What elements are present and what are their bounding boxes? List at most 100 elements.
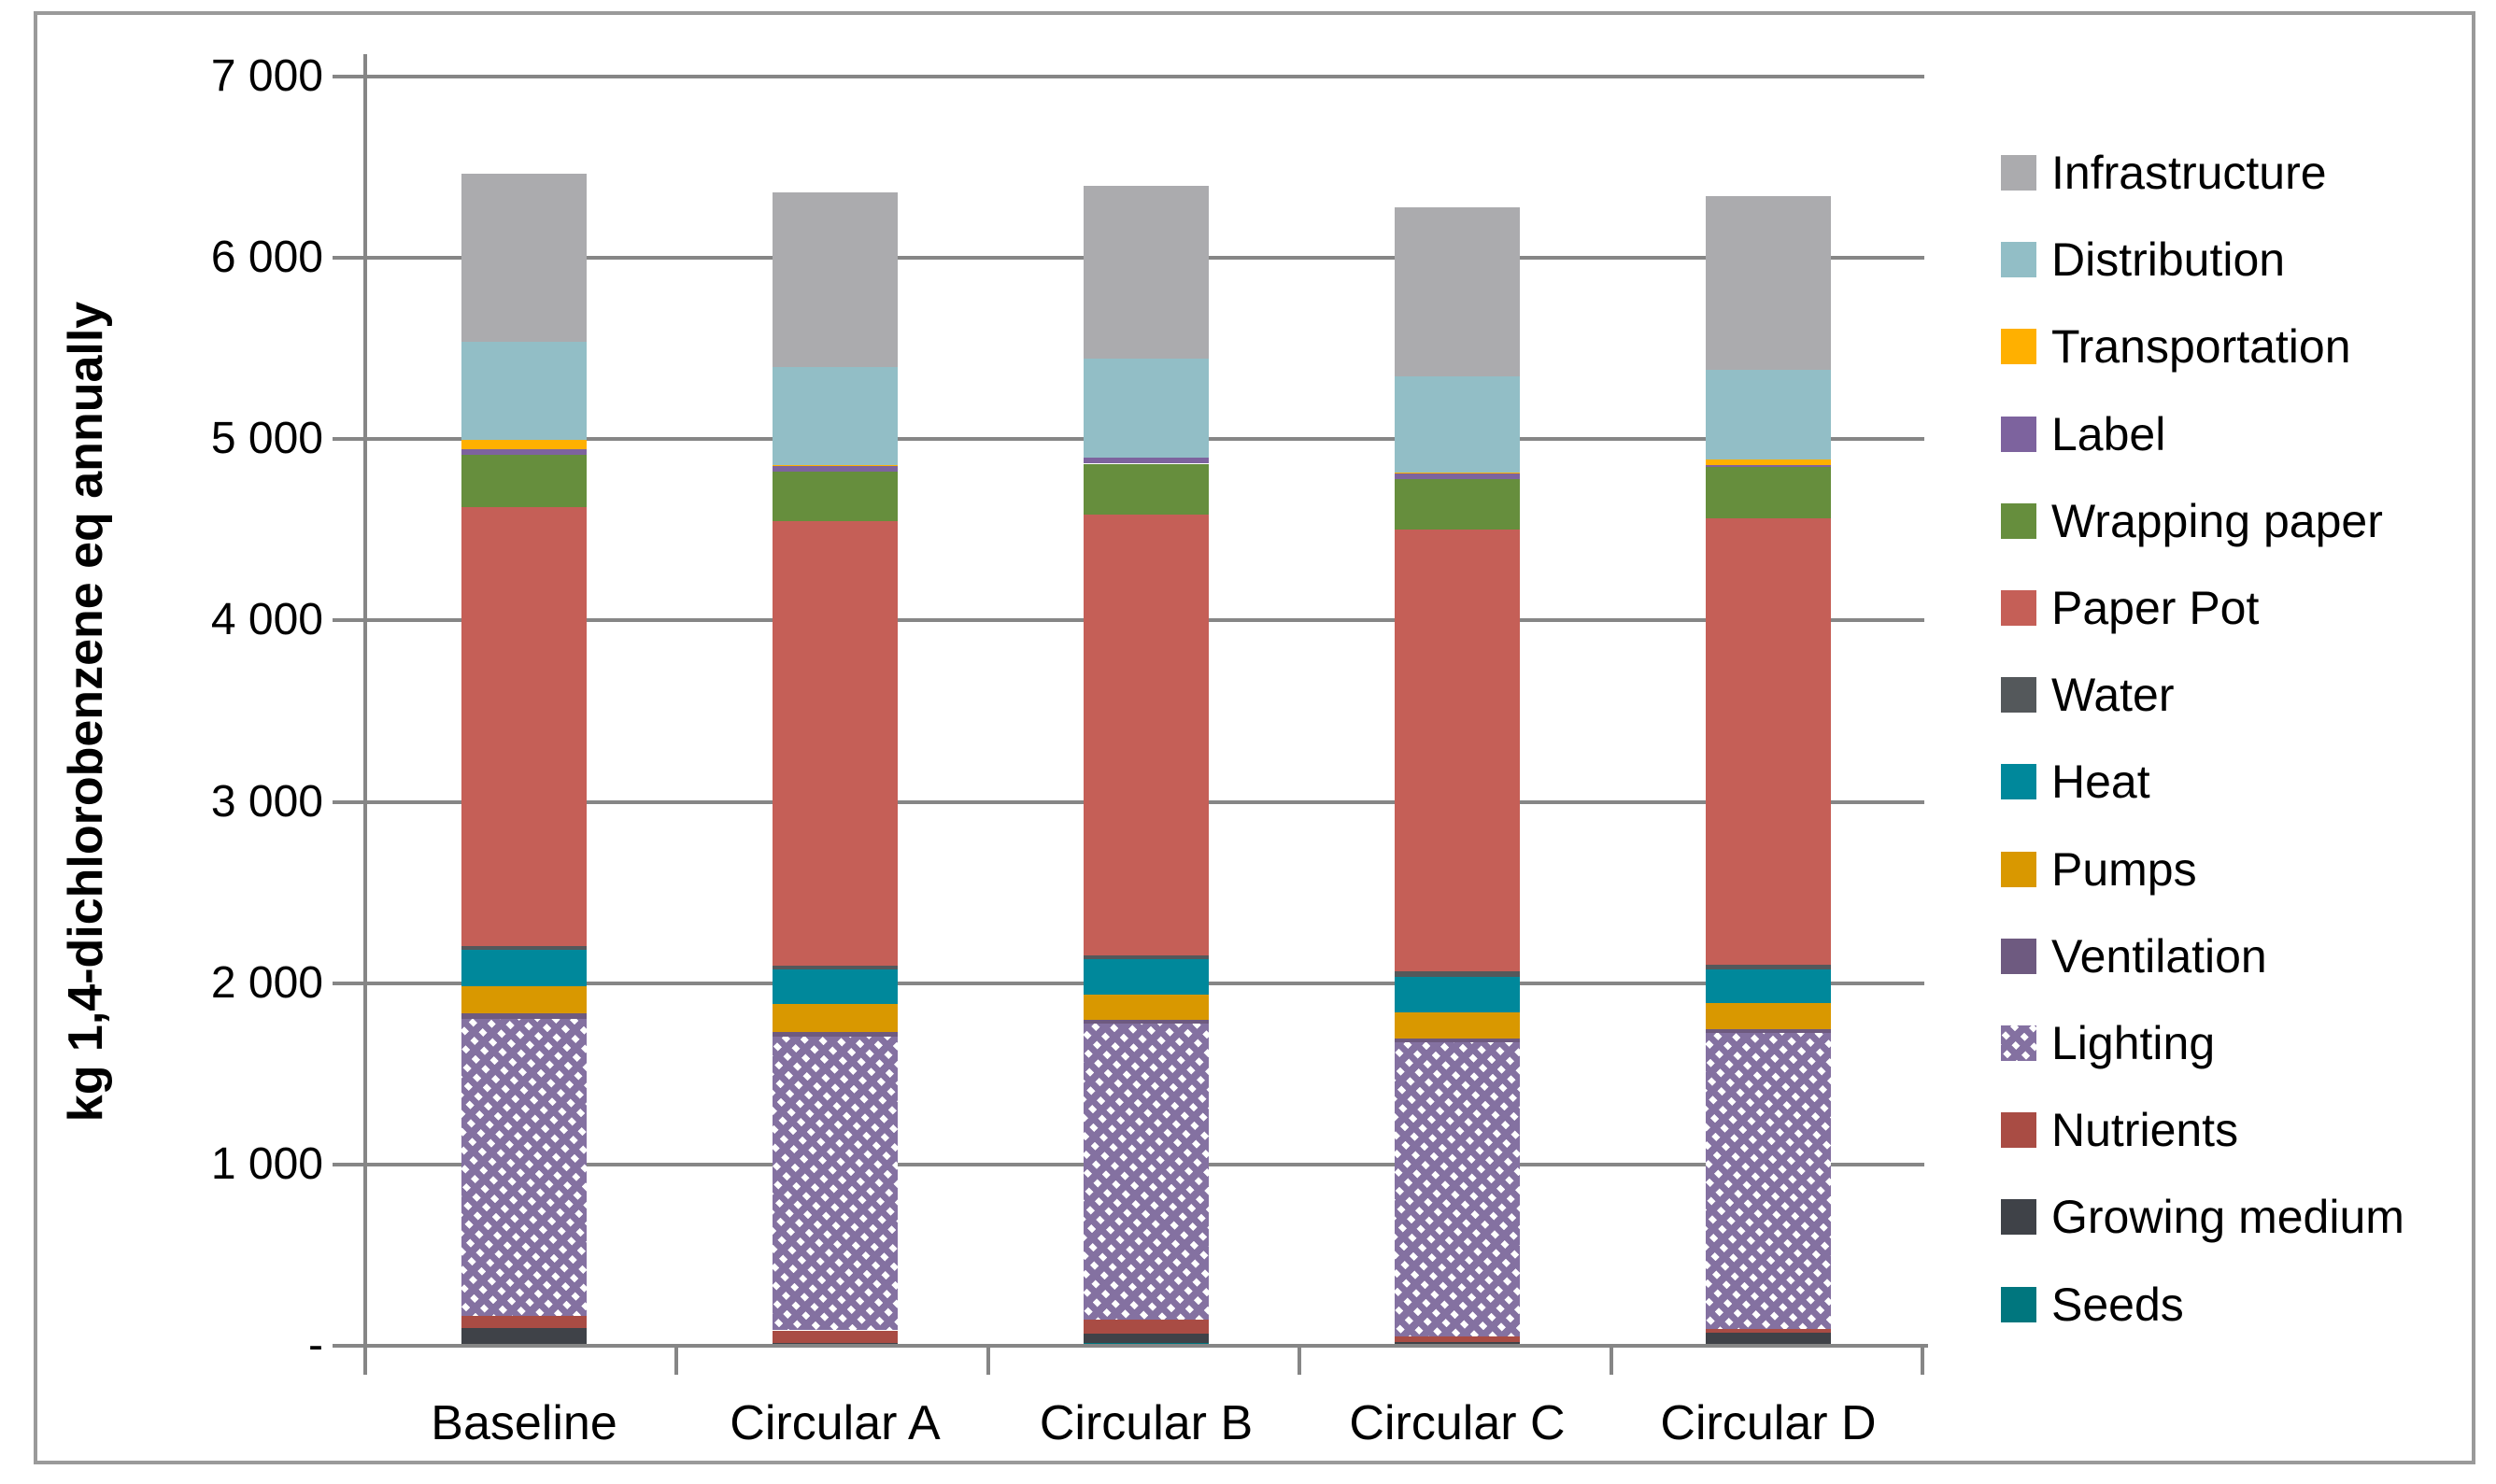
bar-segment-transportation-circular-d: [1706, 459, 1831, 466]
bar-segment-lighting-baseline: [461, 1018, 587, 1316]
y-tick: [333, 981, 353, 985]
bar-segment-ventilation-circular-a: [773, 1032, 898, 1037]
legend-label-wrapping-paper: Wrapping paper: [2051, 494, 2383, 547]
bar-segment-heat-circular-c: [1395, 976, 1520, 1012]
bar-segment-wrapping-paper-circular-d: [1706, 467, 1831, 518]
bar-segment-transportation-circular-a: [773, 465, 898, 467]
legend-label-seeds: Seeds: [2051, 1278, 2184, 1331]
bar-segment-growing-medium-baseline: [461, 1327, 587, 1345]
bar-segment-paper-pot-circular-c: [1395, 530, 1520, 972]
x-axis-tick: [1609, 1346, 1613, 1375]
legend-label-label: Label: [2051, 407, 2166, 460]
legend-swatch-infrastructure: [2001, 155, 2036, 191]
legend-label-transportation: Transportation: [2051, 320, 2351, 374]
legend-swatch-nutrients: [2001, 1112, 2036, 1149]
y-tick-label: 4 000: [210, 595, 323, 645]
bar-segment-heat-baseline: [461, 949, 587, 986]
y-tick-label: 3 000: [210, 776, 323, 827]
bar-segment-label-circular-c: [1395, 473, 1520, 479]
bar-segment-paper-pot-baseline: [461, 507, 587, 946]
x-axis-tick: [1298, 1346, 1302, 1375]
x-axis-tick: [986, 1346, 990, 1375]
gridline: [353, 75, 1924, 78]
y-axis-title: kg 1,4-dichlorobenzene eq annually: [59, 301, 113, 1123]
legend-label-nutrients: Nutrients: [2051, 1104, 2239, 1157]
legend-swatch-lighting: [2001, 1025, 2036, 1061]
x-category-label-circular-a: Circular A: [730, 1396, 941, 1450]
x-axis-tick: [674, 1346, 679, 1375]
legend-label-water: Water: [2051, 669, 2175, 722]
legend-swatch-heat: [2001, 764, 2036, 800]
bar-segment-wrapping-paper-circular-a: [773, 472, 898, 521]
bar-segment-heat-circular-b: [1084, 959, 1209, 996]
bar-segment-heat-circular-d: [1706, 969, 1831, 1004]
bar-segment-paper-pot-circular-b: [1084, 514, 1209, 955]
bar-segment-label-circular-b: [1084, 457, 1209, 464]
y-axis-line: [363, 54, 367, 1366]
bar-segment-water-circular-a: [773, 966, 898, 970]
bar-segment-nutrients-circular-c: [1395, 1336, 1520, 1343]
y-tick-label: 7 000: [210, 51, 323, 101]
bar-segment-distribution-circular-b: [1084, 358, 1209, 458]
legend-label-distribution: Distribution: [2051, 233, 2286, 287]
y-tick-label: 5 000: [210, 414, 323, 464]
bar-segment-wrapping-paper-baseline: [461, 454, 587, 508]
bar-segment-nutrients-circular-b: [1084, 1319, 1209, 1335]
bar-segment-nutrients-circular-a: [773, 1330, 898, 1344]
y-tick-label: 2 000: [210, 957, 323, 1008]
y-tick: [333, 75, 353, 78]
bar-segment-distribution-circular-a: [773, 366, 898, 466]
bar-segment-distribution-circular-c: [1395, 376, 1520, 473]
legend-swatch-ventilation: [2001, 938, 2036, 974]
y-tick: [333, 799, 353, 804]
bar-segment-water-circular-c: [1395, 971, 1520, 977]
legend-label-infrastructure: Infrastructure: [2051, 147, 2327, 199]
bar-segment-lighting-circular-a: [773, 1036, 898, 1331]
bar-segment-nutrients-circular-d: [1706, 1328, 1831, 1334]
y-tick: [333, 1162, 353, 1166]
legend-swatch-water: [2001, 677, 2036, 714]
bar-segment-infrastructure-circular-b: [1084, 186, 1209, 359]
x-category-label-circular-c: Circular C: [1349, 1396, 1566, 1450]
bar-segment-label-circular-a: [773, 466, 898, 473]
bar-segment-growing-medium-circular-d: [1706, 1333, 1831, 1345]
bar-segment-lighting-circular-b: [1084, 1024, 1209, 1320]
bar-segment-pumps-circular-c: [1395, 1011, 1520, 1039]
legend-label-paper-pot: Paper Pot: [2051, 582, 2260, 634]
bar-segment-infrastructure-baseline: [461, 173, 587, 343]
bar-segment-paper-pot-circular-a: [773, 520, 898, 967]
x-axis-tick: [363, 1346, 367, 1375]
x-category-label-circular-b: Circular B: [1039, 1396, 1254, 1450]
y-tick: [333, 618, 353, 623]
bar-segment-growing-medium-circular-c: [1395, 1342, 1520, 1346]
bar-segment-water-circular-b: [1084, 954, 1209, 960]
legend-swatch-paper-pot: [2001, 590, 2036, 626]
x-axis-line: [353, 1344, 1928, 1348]
legend-label-heat: Heat: [2051, 756, 2150, 809]
y-tick-label: -: [308, 1321, 323, 1370]
legend-swatch-seeds: [2001, 1286, 2036, 1322]
bar-segment-label-baseline: [461, 448, 587, 455]
bar-segment-paper-pot-circular-d: [1706, 517, 1831, 966]
legend-swatch-label: [2001, 416, 2036, 452]
bar-segment-distribution-baseline: [461, 342, 587, 441]
bar-segment-pumps-circular-a: [773, 1004, 898, 1033]
legend-swatch-pumps: [2001, 851, 2036, 887]
bar-segment-wrapping-paper-circular-c: [1395, 479, 1520, 530]
legend-swatch-distribution: [2001, 242, 2036, 278]
bar-segment-ventilation-circular-d: [1706, 1029, 1831, 1034]
legend-label-ventilation: Ventilation: [2051, 929, 2267, 982]
x-category-label-circular-d: Circular D: [1660, 1396, 1877, 1450]
y-tick-label: 1 000: [210, 1138, 323, 1189]
y-tick: [333, 1344, 353, 1348]
bar-segment-infrastructure-circular-a: [773, 192, 898, 367]
bar-segment-growing-medium-circular-b: [1084, 1334, 1209, 1344]
bar-segment-lighting-circular-c: [1395, 1041, 1520, 1337]
legend-label-growing-medium: Growing medium: [2051, 1191, 2404, 1244]
y-tick: [333, 437, 353, 442]
chart-border: [34, 11, 2475, 1464]
bar-segment-pumps-circular-b: [1084, 995, 1209, 1020]
bar-segment-wrapping-paper-circular-b: [1084, 463, 1209, 515]
bar-segment-transportation-baseline: [461, 440, 587, 449]
bar-segment-water-baseline: [461, 945, 587, 950]
